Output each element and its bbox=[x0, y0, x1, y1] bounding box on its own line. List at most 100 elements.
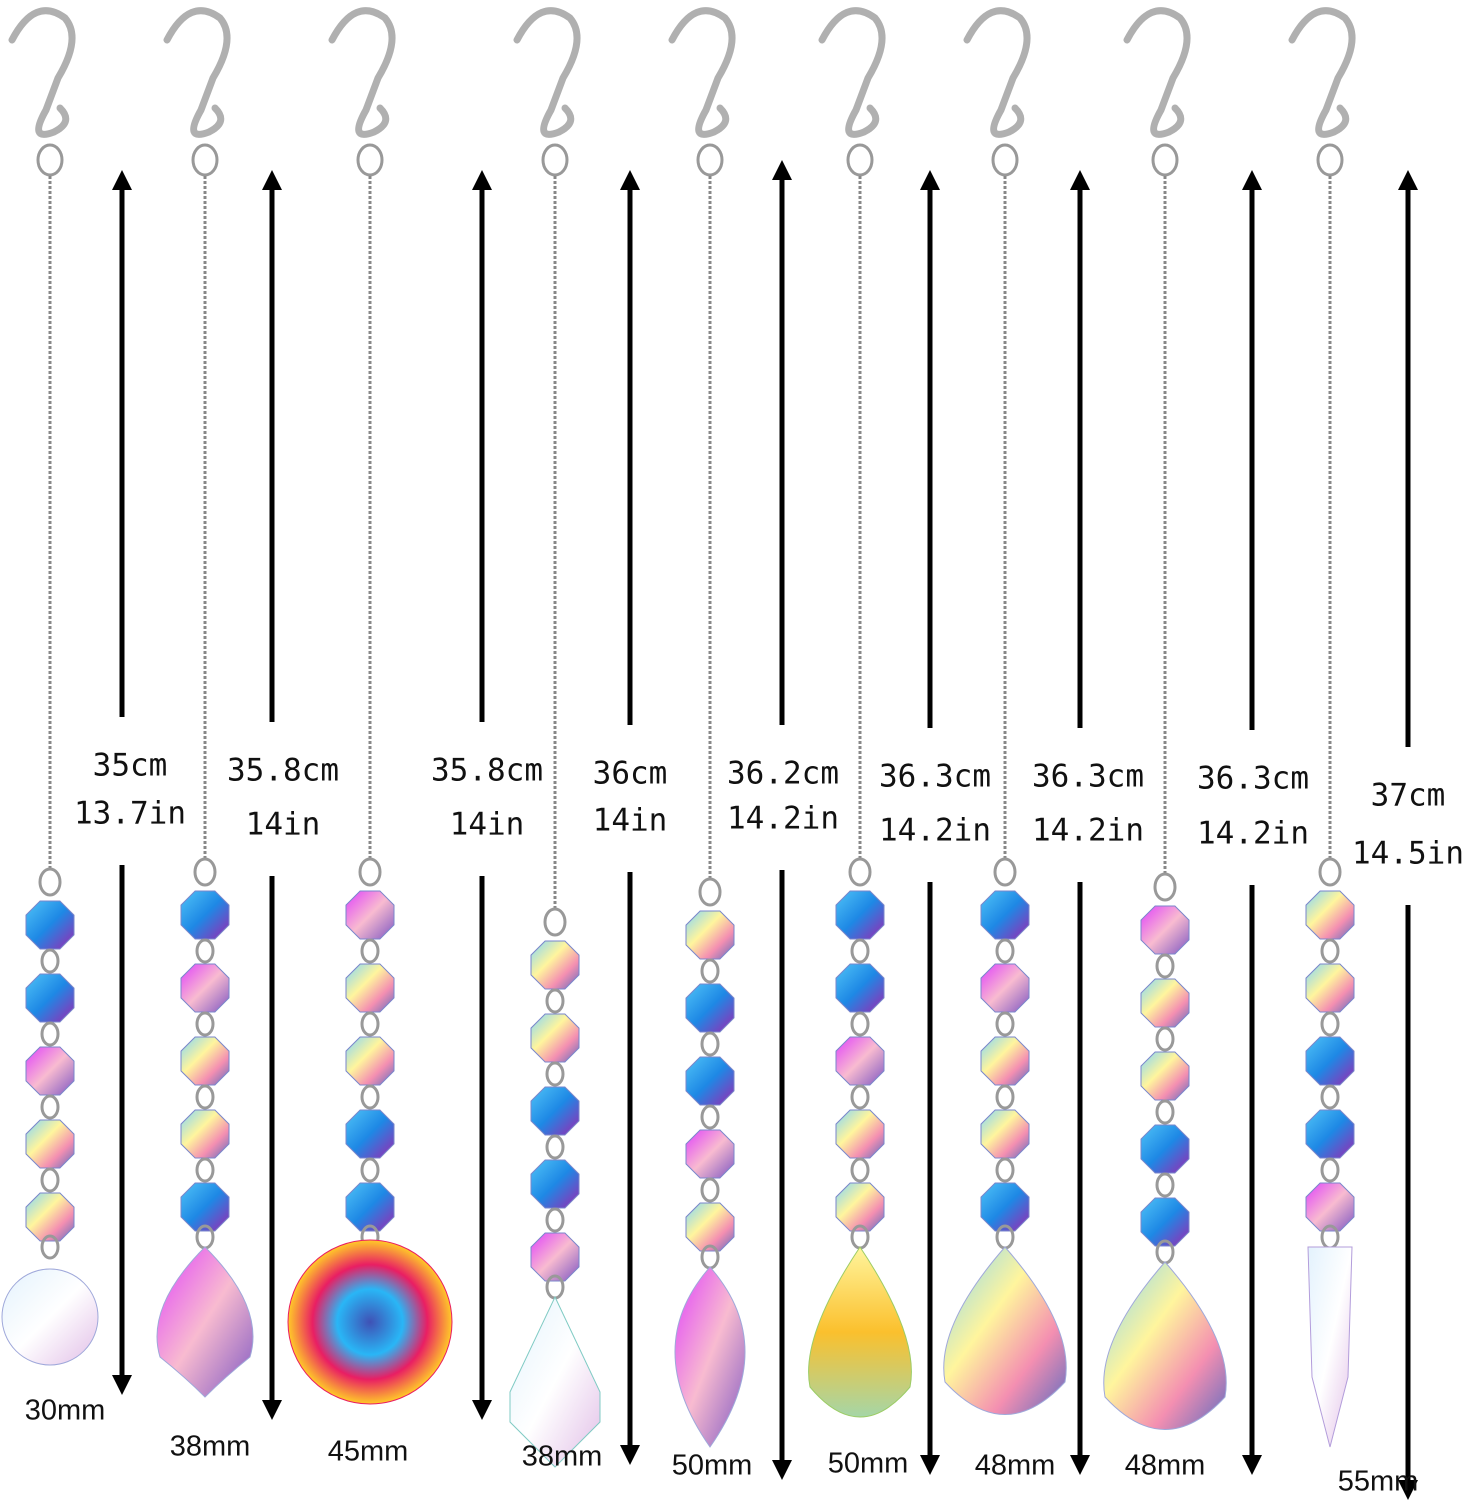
ring bbox=[1320, 938, 1340, 964]
ring bbox=[545, 988, 565, 1014]
ring bbox=[1320, 1011, 1340, 1037]
bead bbox=[25, 1119, 75, 1169]
crystal-size: 38mm bbox=[170, 1431, 251, 1463]
bead bbox=[835, 1036, 885, 1086]
crystal bbox=[1103, 1261, 1227, 1430]
ring bbox=[995, 1084, 1015, 1110]
ring bbox=[545, 1134, 565, 1160]
bead bbox=[1140, 905, 1190, 955]
ring bbox=[1151, 143, 1179, 177]
bead bbox=[530, 940, 580, 990]
hook bbox=[963, 7, 1031, 138]
length-cm: 35.8cm bbox=[227, 753, 339, 789]
length-in: 14in bbox=[246, 807, 321, 843]
bead bbox=[1140, 978, 1190, 1028]
bead bbox=[25, 1046, 75, 1096]
hook bbox=[328, 7, 396, 138]
ring bbox=[700, 958, 720, 984]
length-cm: 36.3cm bbox=[1197, 761, 1309, 797]
ring bbox=[40, 1094, 60, 1120]
bead bbox=[25, 900, 75, 950]
ring bbox=[1155, 1099, 1175, 1125]
ring bbox=[1318, 857, 1342, 887]
ring bbox=[700, 1104, 720, 1130]
bead bbox=[345, 890, 395, 940]
hook bbox=[8, 7, 76, 138]
crystal bbox=[287, 1239, 453, 1405]
bead bbox=[980, 1182, 1030, 1232]
length-in: 14.2in bbox=[1197, 816, 1309, 852]
ring bbox=[541, 143, 569, 177]
ring bbox=[1153, 872, 1177, 902]
crystal-size: 38mm bbox=[522, 1441, 603, 1473]
bead bbox=[345, 963, 395, 1013]
ring bbox=[40, 948, 60, 974]
bead bbox=[685, 1129, 735, 1179]
crystal bbox=[509, 1295, 601, 1468]
pendant bbox=[1, 7, 99, 1366]
hook bbox=[513, 7, 581, 138]
ring bbox=[850, 1157, 870, 1183]
bead bbox=[980, 1036, 1030, 1086]
bead bbox=[1305, 1109, 1355, 1159]
ring bbox=[848, 857, 872, 887]
crystal bbox=[808, 1246, 912, 1418]
length-in: 14in bbox=[450, 807, 525, 843]
hook bbox=[163, 7, 231, 138]
bead bbox=[1305, 963, 1355, 1013]
bead bbox=[835, 1182, 885, 1232]
length-in: 14.2in bbox=[879, 813, 991, 849]
ring bbox=[846, 143, 874, 177]
ring bbox=[38, 867, 62, 897]
bead bbox=[530, 1013, 580, 1063]
bead bbox=[980, 890, 1030, 940]
pendant bbox=[509, 7, 601, 1468]
ring bbox=[995, 1157, 1015, 1183]
bead bbox=[180, 890, 230, 940]
bead bbox=[1140, 1197, 1190, 1247]
ring bbox=[360, 938, 380, 964]
bead bbox=[530, 1086, 580, 1136]
bead bbox=[980, 1109, 1030, 1159]
ring bbox=[358, 857, 382, 887]
ring bbox=[850, 1084, 870, 1110]
length-cm: 36cm bbox=[593, 756, 668, 792]
ring bbox=[191, 143, 219, 177]
ring bbox=[850, 1011, 870, 1037]
bead bbox=[180, 1109, 230, 1159]
length-cm: 35cm bbox=[93, 748, 168, 784]
crystal-size: 55mm bbox=[1338, 1466, 1419, 1498]
pendant bbox=[1103, 7, 1227, 1430]
ring bbox=[40, 1167, 60, 1193]
length-in: 13.7in bbox=[74, 796, 186, 832]
pendant bbox=[943, 7, 1067, 1415]
hook bbox=[1288, 7, 1356, 138]
bead bbox=[180, 963, 230, 1013]
pendant bbox=[156, 7, 254, 1398]
crystal-size: 48mm bbox=[975, 1450, 1056, 1482]
bead bbox=[530, 1232, 580, 1282]
ring bbox=[700, 1031, 720, 1057]
length-in: 14.2in bbox=[1032, 813, 1144, 849]
bead bbox=[1305, 1182, 1355, 1232]
ring bbox=[360, 1011, 380, 1037]
bead bbox=[685, 983, 735, 1033]
ring bbox=[545, 1207, 565, 1233]
crystal bbox=[1, 1268, 99, 1366]
hook bbox=[1123, 7, 1191, 138]
bead bbox=[530, 1159, 580, 1209]
length-in: 14.5in bbox=[1352, 836, 1464, 872]
ring bbox=[360, 1157, 380, 1183]
length-cm: 36.3cm bbox=[1032, 759, 1144, 795]
hook bbox=[818, 7, 886, 138]
ring bbox=[696, 143, 724, 177]
bead bbox=[180, 1036, 230, 1086]
crystal-size: 48mm bbox=[1125, 1450, 1206, 1482]
ring bbox=[1320, 1157, 1340, 1183]
pendant bbox=[1288, 7, 1356, 1448]
crystal bbox=[674, 1266, 746, 1448]
ring bbox=[1155, 1026, 1175, 1052]
ring bbox=[36, 143, 64, 177]
ring bbox=[195, 1084, 215, 1110]
